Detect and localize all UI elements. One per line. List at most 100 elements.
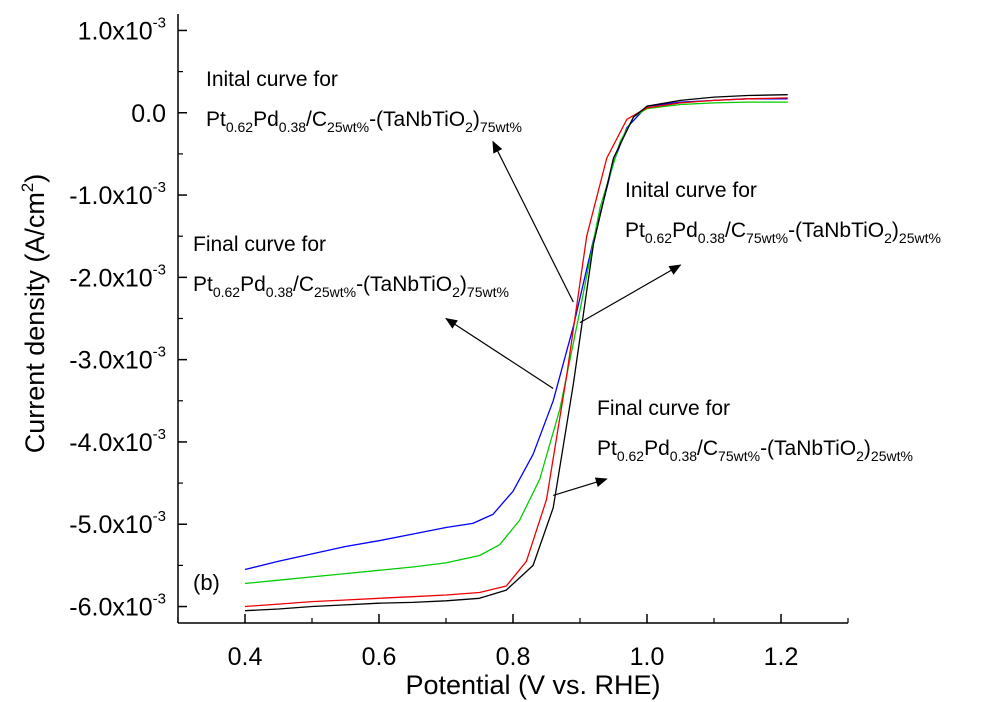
y-tick-label-mantissa: -2.0x10 [69, 264, 152, 292]
series-line-2 [244, 101, 788, 585]
formula-part: 75wt% [746, 230, 788, 246]
y-tick-label: -2.0x10-3 [69, 261, 166, 292]
annotation-title: Final curve for [597, 397, 730, 420]
formula-part: -(TaNbTiO [788, 219, 884, 242]
formula-part: 0.38 [266, 284, 293, 300]
formula-part: ) [892, 219, 899, 242]
series-line-1 [244, 98, 788, 571]
formula-part: Pt [193, 273, 213, 296]
series-line-4 [244, 94, 788, 612]
y-tick-label-exponent: -3 [153, 508, 166, 525]
axes [177, 14, 848, 624]
y-tick-label-exponent: -3 [153, 179, 166, 196]
formula-part: 0.38 [698, 230, 725, 246]
formula-part: 75wt% [718, 448, 760, 464]
y-tick-label-exponent: -3 [153, 344, 166, 361]
x-tick-label: 0.8 [496, 643, 531, 671]
series-group [244, 94, 788, 612]
formula-part: Pt [206, 108, 226, 131]
annotation-title: Final curve for [193, 233, 326, 256]
formula-part: /C [697, 437, 718, 460]
y-tick-label-exponent: -3 [153, 426, 166, 443]
formula-part: ) [473, 108, 480, 131]
y-tick-label-mantissa: -1.0x10 [69, 182, 152, 210]
formula-part: 0.62 [645, 230, 672, 246]
y-tick-label: -5.0x10-3 [69, 508, 166, 539]
formula-part: Pt [625, 219, 645, 242]
formula-part: -(TaNbTiO [369, 108, 465, 131]
annotation-arrow [445, 317, 554, 389]
y-tick-label-mantissa: -5.0x10 [69, 511, 152, 539]
annotation-2: Inital curve for Pt0.62Pd0.38/C75wt%-(TaN… [579, 179, 941, 324]
formula-part: 2 [884, 230, 892, 246]
annotation-3: Final curve for Pt0.62Pd0.38/C25wt%-(TaNb… [193, 233, 554, 389]
formula-part: 0.62 [226, 119, 253, 135]
y-tick-label-mantissa: -6.0x10 [69, 594, 152, 622]
annotation-4: Final curve for Pt0.62Pd0.38/C75wt%-(TaNb… [553, 397, 913, 497]
formula-part: /C [293, 273, 314, 296]
annotation-arrow [553, 477, 608, 497]
panel-label: (b) [193, 570, 220, 595]
formula-part: 2 [452, 284, 460, 300]
y-axis-title-tail: ) [20, 174, 50, 183]
annotation-1: Inital curve forPt0.62Pd0.38/C25wt%-(TaN… [206, 68, 574, 303]
x-tick-label: 1.2 [764, 643, 799, 671]
formula-part: /C [725, 219, 746, 242]
formula-part: Pd [240, 273, 266, 296]
annotation-formula: Pt0.62Pd0.38/C25wt%-(TaNbTiO2)75wt% [193, 273, 509, 300]
y-tick-label-exponent: -3 [153, 591, 166, 608]
x-tick-label: 0.6 [362, 643, 397, 671]
formula-part: Pd [672, 219, 698, 242]
formula-part: Pt [597, 437, 617, 460]
y-tick-label: -4.0x10-3 [69, 426, 166, 457]
y-axis-title-base: Current density (A/cm [20, 192, 50, 453]
y-tick-label: 1.0x10-3 [78, 14, 166, 45]
formula-part: 25wt% [327, 119, 369, 135]
y-tick-label: -1.0x10-3 [69, 179, 166, 210]
annotation-title: Inital curve for [206, 68, 338, 91]
formula-part: 0.62 [213, 284, 240, 300]
formula-part: -(TaNbTiO [356, 273, 452, 296]
formula-part: ) [864, 437, 871, 460]
formula-part: 25wt% [871, 448, 913, 464]
y-tick-label-exponent: -3 [153, 14, 166, 31]
formula-part: Pd [253, 108, 279, 131]
annotation-arrow [492, 140, 574, 303]
y-axis-title: Current density (A/cm2) [18, 174, 50, 454]
formula-part: 25wt% [899, 230, 941, 246]
annotations: Inital curve forPt0.62Pd0.38/C25wt%-(TaN… [193, 68, 941, 497]
y-tick-label-mantissa: -3.0x10 [69, 347, 152, 375]
formula-part: 2 [465, 119, 473, 135]
y-tick-label-mantissa: 0.0 [131, 100, 166, 128]
annotation-formula: Pt0.62Pd0.38/C75wt%-(TaNbTiO2)25wt% [597, 437, 913, 464]
annotation-arrow [579, 264, 682, 324]
y-tick-label: -6.0x10-3 [69, 591, 166, 622]
formula-part: 2 [856, 448, 864, 464]
y-tick-label: 0.0 [131, 100, 166, 128]
y-axis-title-sup: 2 [18, 183, 37, 192]
formula-part: 0.38 [670, 448, 697, 464]
formula-part: 75wt% [480, 119, 522, 135]
y-tick-label: -3.0x10-3 [69, 344, 166, 375]
formula-part: 75wt% [467, 284, 509, 300]
x-axis-title: Potential (V vs. RHE) [405, 670, 660, 700]
formula-part: /C [306, 108, 327, 131]
formula-part: 0.38 [279, 119, 306, 135]
formula-part: Pd [644, 437, 670, 460]
y-tick-label-mantissa: -4.0x10 [69, 429, 152, 457]
series-line-3 [244, 97, 788, 608]
formula-part: 25wt% [314, 284, 356, 300]
y-tick-label-mantissa: 1.0x10 [78, 17, 153, 45]
formula-part: ) [460, 273, 467, 296]
annotation-formula: Pt0.62Pd0.38/C75wt%-(TaNbTiO2)25wt% [625, 219, 941, 246]
formula-part: -(TaNbTiO [760, 437, 856, 460]
annotation-title: Inital curve for [625, 179, 757, 202]
y-ticks: 1.0x10-30.0-1.0x10-3-2.0x10-3-3.0x10-3-4… [69, 14, 187, 622]
x-tick-label: 1.0 [630, 643, 665, 671]
formula-part: 0.62 [617, 448, 644, 464]
x-ticks: 0.4 0.6 0.8 1.0 1.2 [177, 614, 849, 671]
annotation-formula: Pt0.62Pd0.38/C25wt%-(TaNbTiO2)75wt% [206, 108, 522, 135]
y-tick-label-exponent: -3 [153, 261, 166, 278]
x-tick-label: 0.4 [228, 643, 263, 671]
